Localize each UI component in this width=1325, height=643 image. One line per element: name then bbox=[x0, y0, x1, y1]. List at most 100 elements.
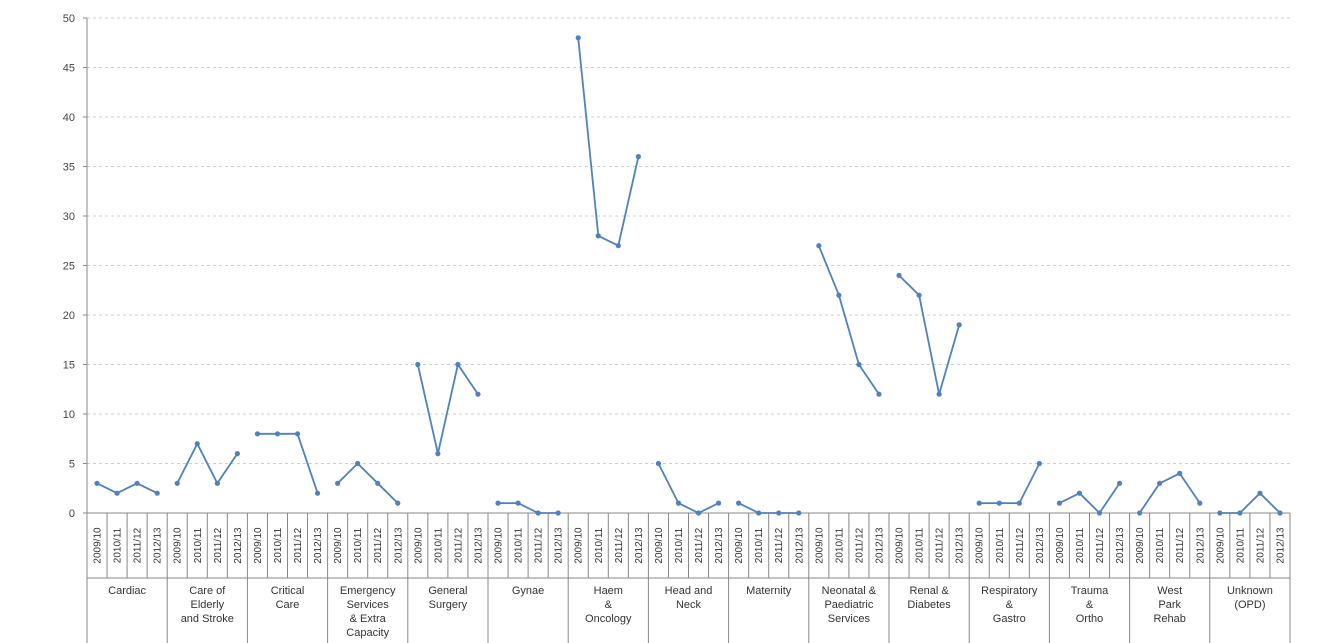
x-tick-label: 2009/10 bbox=[975, 527, 986, 564]
x-tick-label: 2011/12 bbox=[133, 527, 144, 563]
x-tick-label: 2009/10 bbox=[333, 527, 344, 564]
data-point bbox=[1197, 500, 1203, 506]
group-label: General bbox=[428, 585, 467, 597]
group-label: and Stroke bbox=[181, 613, 234, 625]
data-point bbox=[555, 510, 561, 516]
group-label: Neck bbox=[676, 599, 702, 611]
series-segment bbox=[1138, 472, 1201, 514]
x-tick-label: 2011/12 bbox=[1255, 527, 1266, 563]
x-tick-label: 2012/13 bbox=[634, 527, 645, 564]
group-label: Ortho bbox=[1076, 613, 1104, 625]
group-label: Maternity bbox=[746, 585, 792, 597]
x-tick-label: 2009/10 bbox=[173, 527, 184, 564]
series-segment bbox=[176, 442, 239, 485]
series-segment bbox=[336, 462, 399, 504]
data-point bbox=[976, 500, 982, 506]
series-segment bbox=[577, 37, 640, 247]
group-label: Cardiac bbox=[108, 585, 146, 597]
data-point bbox=[1157, 480, 1163, 486]
series-segment bbox=[257, 432, 319, 494]
x-tick-label: 2009/10 bbox=[494, 527, 505, 564]
data-point bbox=[635, 154, 641, 160]
group-label: Respiratory bbox=[981, 585, 1038, 597]
data-point bbox=[415, 361, 421, 368]
group-label: Care of bbox=[189, 585, 226, 597]
data-point bbox=[495, 500, 501, 506]
data-point bbox=[475, 391, 481, 397]
x-tick-label: 2010/11 bbox=[1155, 527, 1166, 563]
data-point bbox=[1177, 470, 1183, 476]
data-point bbox=[876, 391, 882, 397]
data-point bbox=[675, 500, 682, 506]
group-label: & bbox=[605, 599, 613, 611]
y-tick-label: 25 bbox=[63, 261, 75, 273]
x-tick-label: 2010/11 bbox=[433, 527, 444, 563]
x-tick-label: 2011/12 bbox=[213, 527, 224, 563]
data-point bbox=[535, 510, 541, 516]
data-point bbox=[756, 510, 762, 516]
data-point bbox=[254, 431, 261, 437]
x-tick-label: 2009/10 bbox=[574, 527, 585, 564]
series-segment bbox=[657, 463, 719, 514]
data-point bbox=[1116, 480, 1123, 486]
data-point bbox=[655, 460, 662, 467]
x-tick-label: 2010/11 bbox=[834, 527, 845, 563]
group-label: Capacity bbox=[346, 627, 389, 639]
group-label: Services bbox=[347, 599, 390, 611]
x-tick-label: 2011/12 bbox=[614, 527, 625, 563]
data-point bbox=[1137, 510, 1143, 516]
x-tick-label: 2011/12 bbox=[1015, 527, 1026, 563]
x-tick-label: 2012/13 bbox=[794, 527, 805, 564]
data-point bbox=[575, 35, 581, 41]
data-point bbox=[776, 510, 782, 516]
data-point bbox=[856, 361, 862, 368]
y-tick-label: 50 bbox=[63, 13, 75, 25]
x-tick-label: 2009/10 bbox=[1055, 527, 1066, 564]
x-tick-label: 2011/12 bbox=[1095, 527, 1106, 563]
data-point bbox=[294, 431, 301, 437]
y-tick-label: 15 bbox=[63, 360, 75, 372]
x-tick-label: 2010/11 bbox=[594, 527, 605, 563]
x-tick-label: 2010/11 bbox=[353, 527, 364, 563]
x-tick-label: 2011/12 bbox=[453, 527, 464, 563]
group-label: Care bbox=[276, 599, 300, 611]
x-tick-label: 2012/13 bbox=[714, 527, 725, 564]
group-label: Elderly bbox=[190, 599, 224, 611]
series-segment bbox=[498, 502, 559, 514]
group-label: Trauma bbox=[1071, 585, 1109, 597]
x-tick-label: 2011/12 bbox=[293, 527, 304, 563]
x-tick-label: 2011/12 bbox=[774, 527, 785, 563]
x-tick-label: 2012/13 bbox=[1195, 527, 1206, 564]
x-tick-label: 2009/10 bbox=[654, 527, 665, 564]
x-tick-label: 2010/11 bbox=[1235, 527, 1246, 563]
data-point bbox=[1016, 500, 1022, 506]
data-point bbox=[1076, 490, 1083, 496]
x-tick-label: 2010/11 bbox=[995, 527, 1006, 563]
group-label: Diabetes bbox=[907, 599, 951, 611]
data-point bbox=[996, 500, 1002, 506]
data-point bbox=[314, 490, 321, 496]
series-segment bbox=[1219, 492, 1281, 514]
data-point bbox=[836, 292, 842, 298]
series-segment bbox=[898, 274, 961, 396]
series-segment bbox=[416, 363, 479, 455]
data-point bbox=[274, 431, 281, 437]
data-point bbox=[595, 233, 601, 239]
group-label: Head and bbox=[665, 585, 713, 597]
x-tick-label: 2012/13 bbox=[473, 527, 484, 564]
x-tick-label: 2010/11 bbox=[273, 527, 284, 563]
x-tick-label: 2011/12 bbox=[854, 527, 865, 563]
data-point bbox=[435, 451, 441, 457]
group-label: Gastro bbox=[993, 613, 1026, 625]
series-line bbox=[94, 35, 1283, 516]
data-point bbox=[134, 480, 140, 486]
data-point bbox=[174, 480, 180, 486]
x-tick-label: 2010/11 bbox=[674, 527, 685, 563]
data-point bbox=[1036, 460, 1042, 467]
x-tick-label: 2012/13 bbox=[955, 527, 966, 564]
group-label: Gynae bbox=[512, 585, 544, 597]
data-point bbox=[896, 272, 902, 278]
data-point bbox=[1237, 510, 1243, 516]
data-point bbox=[736, 500, 742, 506]
y-tick-label: 30 bbox=[63, 211, 75, 223]
